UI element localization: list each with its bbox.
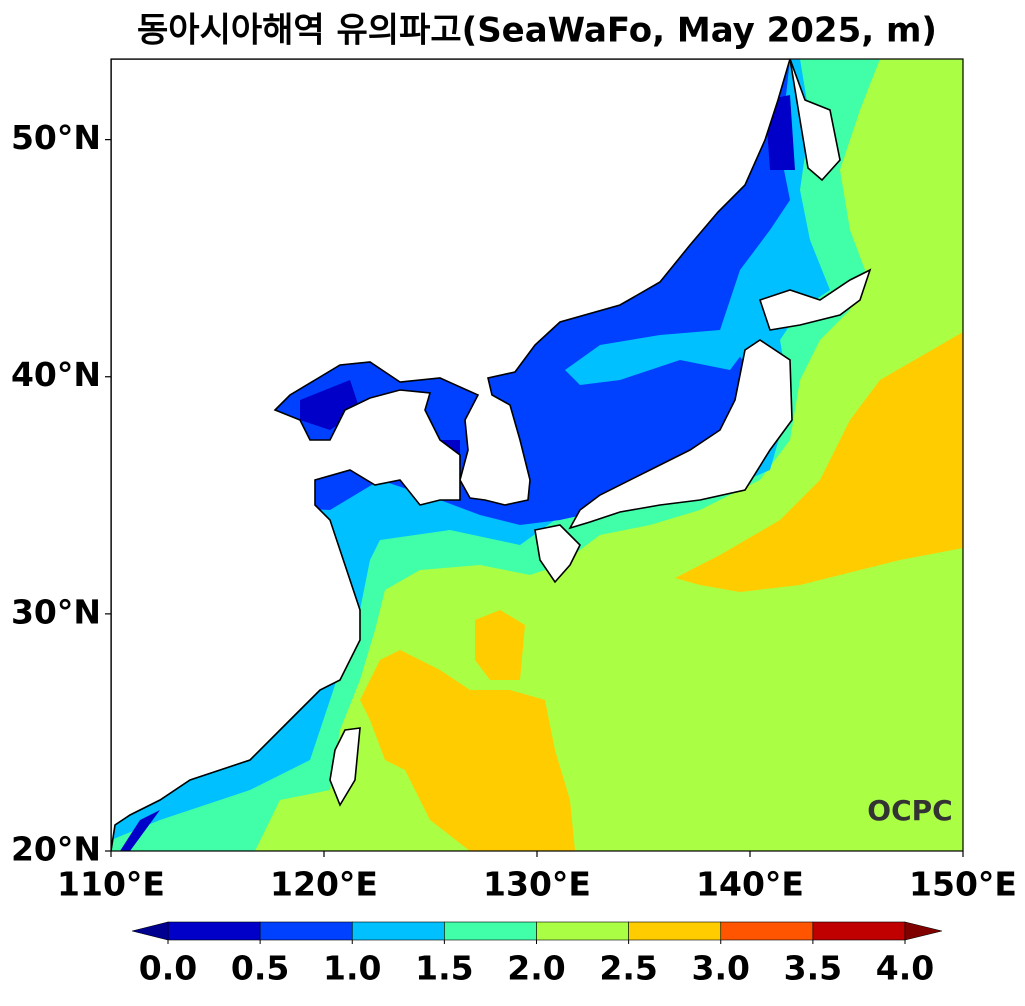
colorbar-bin xyxy=(812,921,906,941)
honshu xyxy=(568,339,793,530)
kyushu xyxy=(534,524,581,584)
colorbar-label: 2.0 xyxy=(507,949,565,988)
x-tick-label: 130°E xyxy=(483,865,591,904)
colorbar-label: 0.5 xyxy=(231,949,289,988)
colorbar-label: 4.0 xyxy=(876,949,934,988)
contour xyxy=(675,332,963,592)
sakhalin xyxy=(789,59,841,182)
colorbar-bin xyxy=(720,921,814,941)
logo: OCPC xyxy=(867,794,952,827)
colorbar-extend-high xyxy=(904,921,943,941)
colorbar-bin xyxy=(536,921,629,941)
colorbar-label: 0.0 xyxy=(139,949,197,988)
colorbar-bin xyxy=(444,921,537,941)
colorbar-label: 1.5 xyxy=(415,949,473,988)
x-tick-label: 110°E xyxy=(57,865,165,904)
title: 동아시아해역 유의파고(SeaWaFo, May 2025, m) xyxy=(137,11,937,51)
taiwan xyxy=(329,727,361,807)
colorbar-label: 3.5 xyxy=(784,949,842,988)
x-tick-label: 140°E xyxy=(696,865,804,904)
contour xyxy=(360,650,575,851)
y-tick-label: 50°N xyxy=(11,118,101,157)
colorbar-bin xyxy=(167,921,261,941)
contour xyxy=(565,330,745,385)
continent xyxy=(111,59,791,851)
colorbar-bin xyxy=(628,921,722,941)
colorbar-extend-low xyxy=(131,921,169,941)
colorbar-label: 3.0 xyxy=(692,949,750,988)
y-tick-label: 40°N xyxy=(11,355,101,394)
map-area: OCPC xyxy=(111,59,963,851)
contour xyxy=(120,810,160,851)
hokkaido xyxy=(758,268,872,331)
colorbar-bin xyxy=(259,921,353,941)
contour xyxy=(475,610,525,680)
land xyxy=(111,59,872,851)
colorbar-bin xyxy=(351,921,445,941)
colorbar-label: 2.5 xyxy=(599,949,657,988)
x-tick-label: 150°E xyxy=(909,865,1017,904)
x-tick-label: 120°E xyxy=(270,865,378,904)
y-tick-label: 30°N xyxy=(11,592,101,631)
y-tick-label: 20°N xyxy=(11,830,101,869)
colorbar-label: 1.0 xyxy=(323,949,381,988)
